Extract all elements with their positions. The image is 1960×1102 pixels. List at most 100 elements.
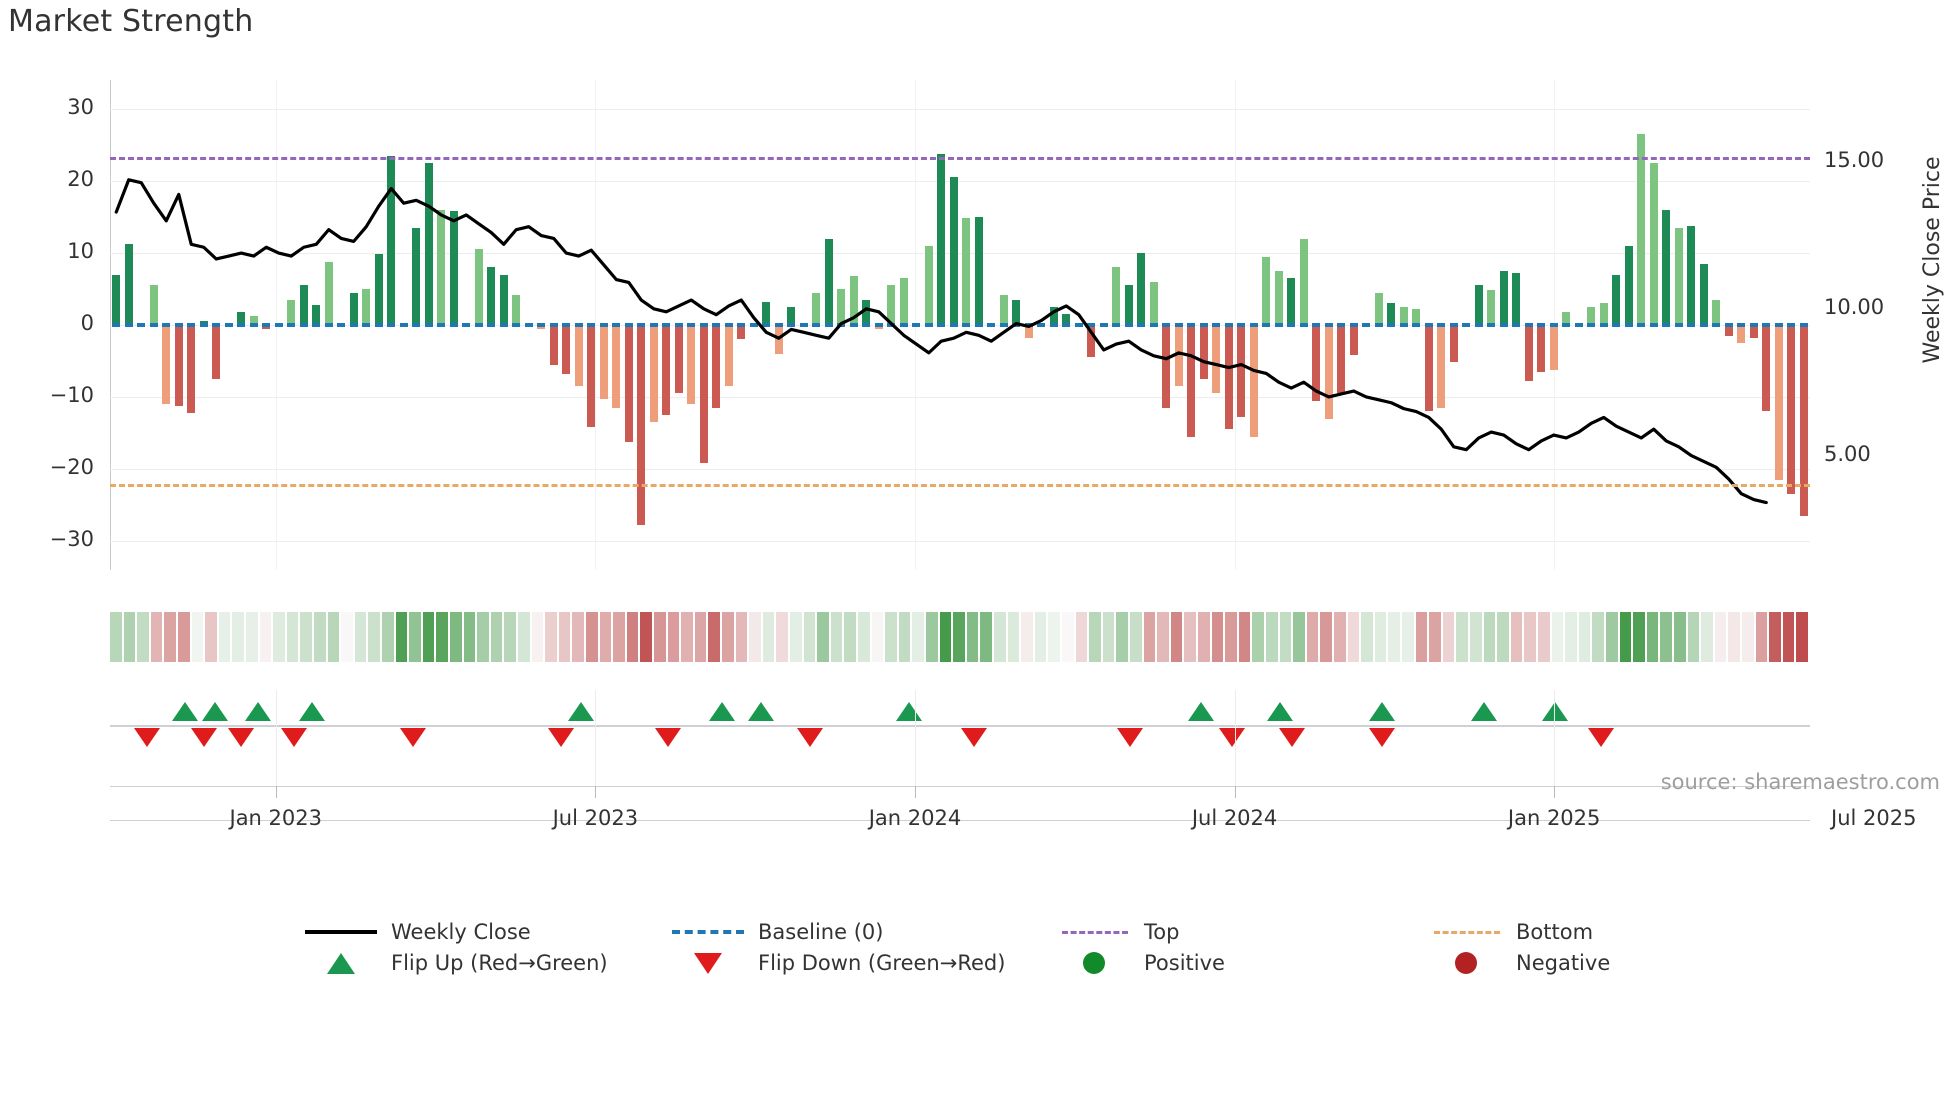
strength-bar bbox=[1549, 325, 1558, 370]
heat-cell bbox=[1728, 612, 1741, 662]
baseline-dash bbox=[612, 323, 621, 327]
heat-cell bbox=[110, 612, 122, 662]
heat-cell bbox=[654, 612, 666, 662]
heat-cell bbox=[994, 612, 1006, 662]
legend-item-bottom[interactable]: Bottom bbox=[1430, 920, 1593, 944]
baseline-dash bbox=[924, 323, 933, 327]
heat-cell bbox=[1687, 612, 1700, 662]
legend-label: Bottom bbox=[1516, 920, 1594, 944]
strength-bar bbox=[924, 245, 933, 325]
gridline bbox=[110, 541, 1810, 543]
strength-bar bbox=[487, 267, 496, 325]
strength-bar bbox=[899, 278, 908, 325]
baseline-dash bbox=[1662, 323, 1671, 327]
baseline-dash bbox=[874, 323, 883, 327]
baseline-dash bbox=[1687, 323, 1696, 327]
baseline-dash bbox=[1274, 323, 1283, 327]
flip-down-marker bbox=[654, 728, 681, 747]
baseline-dash bbox=[1524, 323, 1533, 327]
heat-cell bbox=[1225, 612, 1237, 662]
strength-bar bbox=[1149, 281, 1158, 325]
heat-cell bbox=[912, 612, 925, 662]
strength-bar bbox=[174, 325, 183, 406]
baseline-dash bbox=[362, 323, 371, 327]
legend-item-weekly-close[interactable]: Weekly Close bbox=[305, 920, 531, 944]
baseline-dash bbox=[524, 323, 533, 327]
heat-cell bbox=[1633, 612, 1645, 662]
baseline-dash bbox=[1449, 323, 1458, 327]
baseline-dash bbox=[312, 323, 321, 327]
baseline-dash bbox=[187, 323, 196, 327]
legend-swatch bbox=[694, 953, 722, 974]
baseline-dash bbox=[512, 323, 521, 327]
flip-down-marker bbox=[190, 728, 217, 747]
gridline bbox=[110, 108, 1810, 110]
baseline-dash bbox=[1124, 323, 1133, 327]
heat-cell bbox=[572, 612, 585, 662]
heat-cell bbox=[1429, 612, 1441, 662]
strength-bar bbox=[1512, 273, 1521, 325]
x-tick-label: Jan 2025 bbox=[1507, 806, 1601, 830]
strength-bar bbox=[812, 292, 821, 325]
flip-down-marker bbox=[1587, 728, 1614, 747]
strength-bar bbox=[1062, 314, 1071, 325]
heat-cell bbox=[939, 612, 952, 662]
baseline-dash bbox=[1549, 323, 1558, 327]
baseline-dash bbox=[1249, 323, 1258, 327]
strength-bar bbox=[1799, 325, 1808, 516]
strength-bar bbox=[287, 299, 296, 325]
baseline-dash bbox=[1424, 323, 1433, 327]
x-tick-label: Jan 2023 bbox=[229, 806, 323, 830]
legend-item-positive[interactable]: Positive bbox=[1058, 951, 1225, 975]
baseline-dash bbox=[1787, 323, 1796, 327]
strength-bar bbox=[437, 209, 446, 325]
strength-bar bbox=[412, 227, 421, 325]
heat-cell bbox=[1320, 612, 1333, 662]
baseline-dash bbox=[1612, 323, 1621, 327]
baseline-dash bbox=[862, 323, 871, 327]
baseline-dash bbox=[787, 323, 796, 327]
y-axis-right-title: Weekly Close Price bbox=[1920, 156, 1945, 364]
baseline-dash bbox=[1462, 323, 1471, 327]
heat-cell bbox=[1361, 612, 1373, 662]
strength-bar bbox=[1124, 285, 1133, 325]
legend-item-top[interactable]: Top bbox=[1058, 920, 1179, 944]
strength-bar bbox=[1562, 312, 1571, 325]
baseline-dash bbox=[937, 323, 946, 327]
heat-cell bbox=[504, 612, 517, 662]
strength-heat-strip bbox=[110, 612, 1810, 662]
strength-bar bbox=[149, 285, 158, 325]
legend-item-flip-up-red-green[interactable]: Flip Up (Red→Green) bbox=[305, 951, 608, 975]
legend-label: Negative bbox=[1516, 951, 1611, 975]
baseline-dash bbox=[849, 323, 858, 327]
heat-cell bbox=[354, 612, 367, 662]
strength-bar bbox=[1687, 225, 1696, 325]
strength-bar bbox=[862, 299, 871, 325]
flip-up-marker bbox=[299, 702, 326, 721]
strength-bar bbox=[837, 288, 846, 325]
strength-bar bbox=[1337, 325, 1346, 394]
baseline-dash bbox=[387, 323, 396, 327]
dot-icon bbox=[1430, 952, 1502, 974]
heat-cell bbox=[191, 612, 204, 662]
legend-item-flip-down-green-red[interactable]: Flip Down (Green→Red) bbox=[672, 951, 1005, 975]
heat-cell bbox=[926, 612, 938, 662]
x-gridline bbox=[595, 690, 597, 786]
baseline-dash bbox=[1037, 323, 1046, 327]
strength-bar bbox=[512, 294, 521, 325]
legend-item-baseline-0[interactable]: Baseline (0) bbox=[672, 920, 883, 944]
baseline-dash bbox=[562, 323, 571, 327]
x-tick bbox=[914, 786, 916, 798]
strength-bar bbox=[449, 211, 458, 325]
legend-item-negative[interactable]: Negative bbox=[1430, 951, 1610, 975]
gridline bbox=[110, 325, 1810, 326]
heat-cell bbox=[463, 612, 476, 662]
strength-bar bbox=[374, 254, 383, 325]
strength-bar bbox=[712, 325, 721, 408]
flip-up-marker bbox=[896, 702, 922, 721]
strength-bar bbox=[1662, 209, 1671, 325]
x-tick-label: Jul 2023 bbox=[552, 806, 639, 830]
legend-swatch bbox=[1083, 952, 1105, 974]
strength-bar bbox=[849, 276, 858, 325]
strength-bar bbox=[1212, 325, 1221, 394]
